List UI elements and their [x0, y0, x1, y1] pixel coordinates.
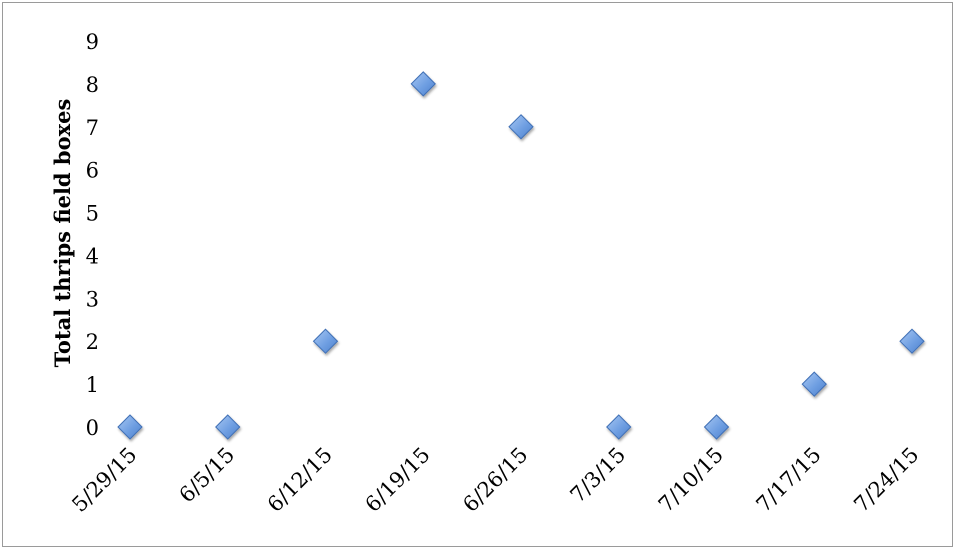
- data-point: [312, 328, 339, 354]
- x-tick-label: 7/10/15: [654, 443, 728, 517]
- y-axis-label: Total thrips field boxes: [50, 99, 75, 368]
- x-ticks: 5/29/15 6/5/15 6/12/15 6/19/15 6/26/15 7/3/15…: [67, 443, 923, 517]
- data-point: [606, 414, 632, 440]
- y-tick-label: 1: [86, 373, 99, 397]
- y-tick-label: 9: [86, 30, 99, 54]
- x-tick-label: 7/17/15: [752, 443, 826, 517]
- y-tick-label: 5: [86, 202, 99, 226]
- data-points: [117, 71, 925, 440]
- data-point: [703, 414, 730, 440]
- y-tick-label: 2: [86, 330, 99, 354]
- x-tick-label: 6/5/15: [175, 443, 240, 508]
- data-point: [410, 71, 436, 97]
- y-tick-label: 8: [86, 73, 99, 97]
- x-tick-label: 7/3/15: [566, 443, 631, 508]
- y-tick-label: 0: [86, 416, 99, 440]
- data-point: [508, 114, 534, 140]
- data-point: [117, 414, 143, 440]
- x-tick-label: 7/24/15: [849, 443, 923, 517]
- y-ticks: 0 1 2 3 4 5 6 7 8 9: [86, 30, 99, 440]
- y-tick-label: 6: [86, 159, 99, 183]
- x-tick-label: 6/12/15: [263, 443, 337, 517]
- y-tick-label: 3: [86, 287, 99, 311]
- data-point: [899, 328, 925, 354]
- data-point: [801, 371, 827, 397]
- x-tick-label: 6/19/15: [361, 443, 435, 517]
- x-tick-label: 6/26/15: [458, 443, 532, 517]
- data-point: [215, 414, 241, 440]
- x-tick-label: 5/29/15: [67, 443, 141, 517]
- y-tick-label: 7: [86, 116, 99, 140]
- y-tick-label: 4: [86, 244, 99, 268]
